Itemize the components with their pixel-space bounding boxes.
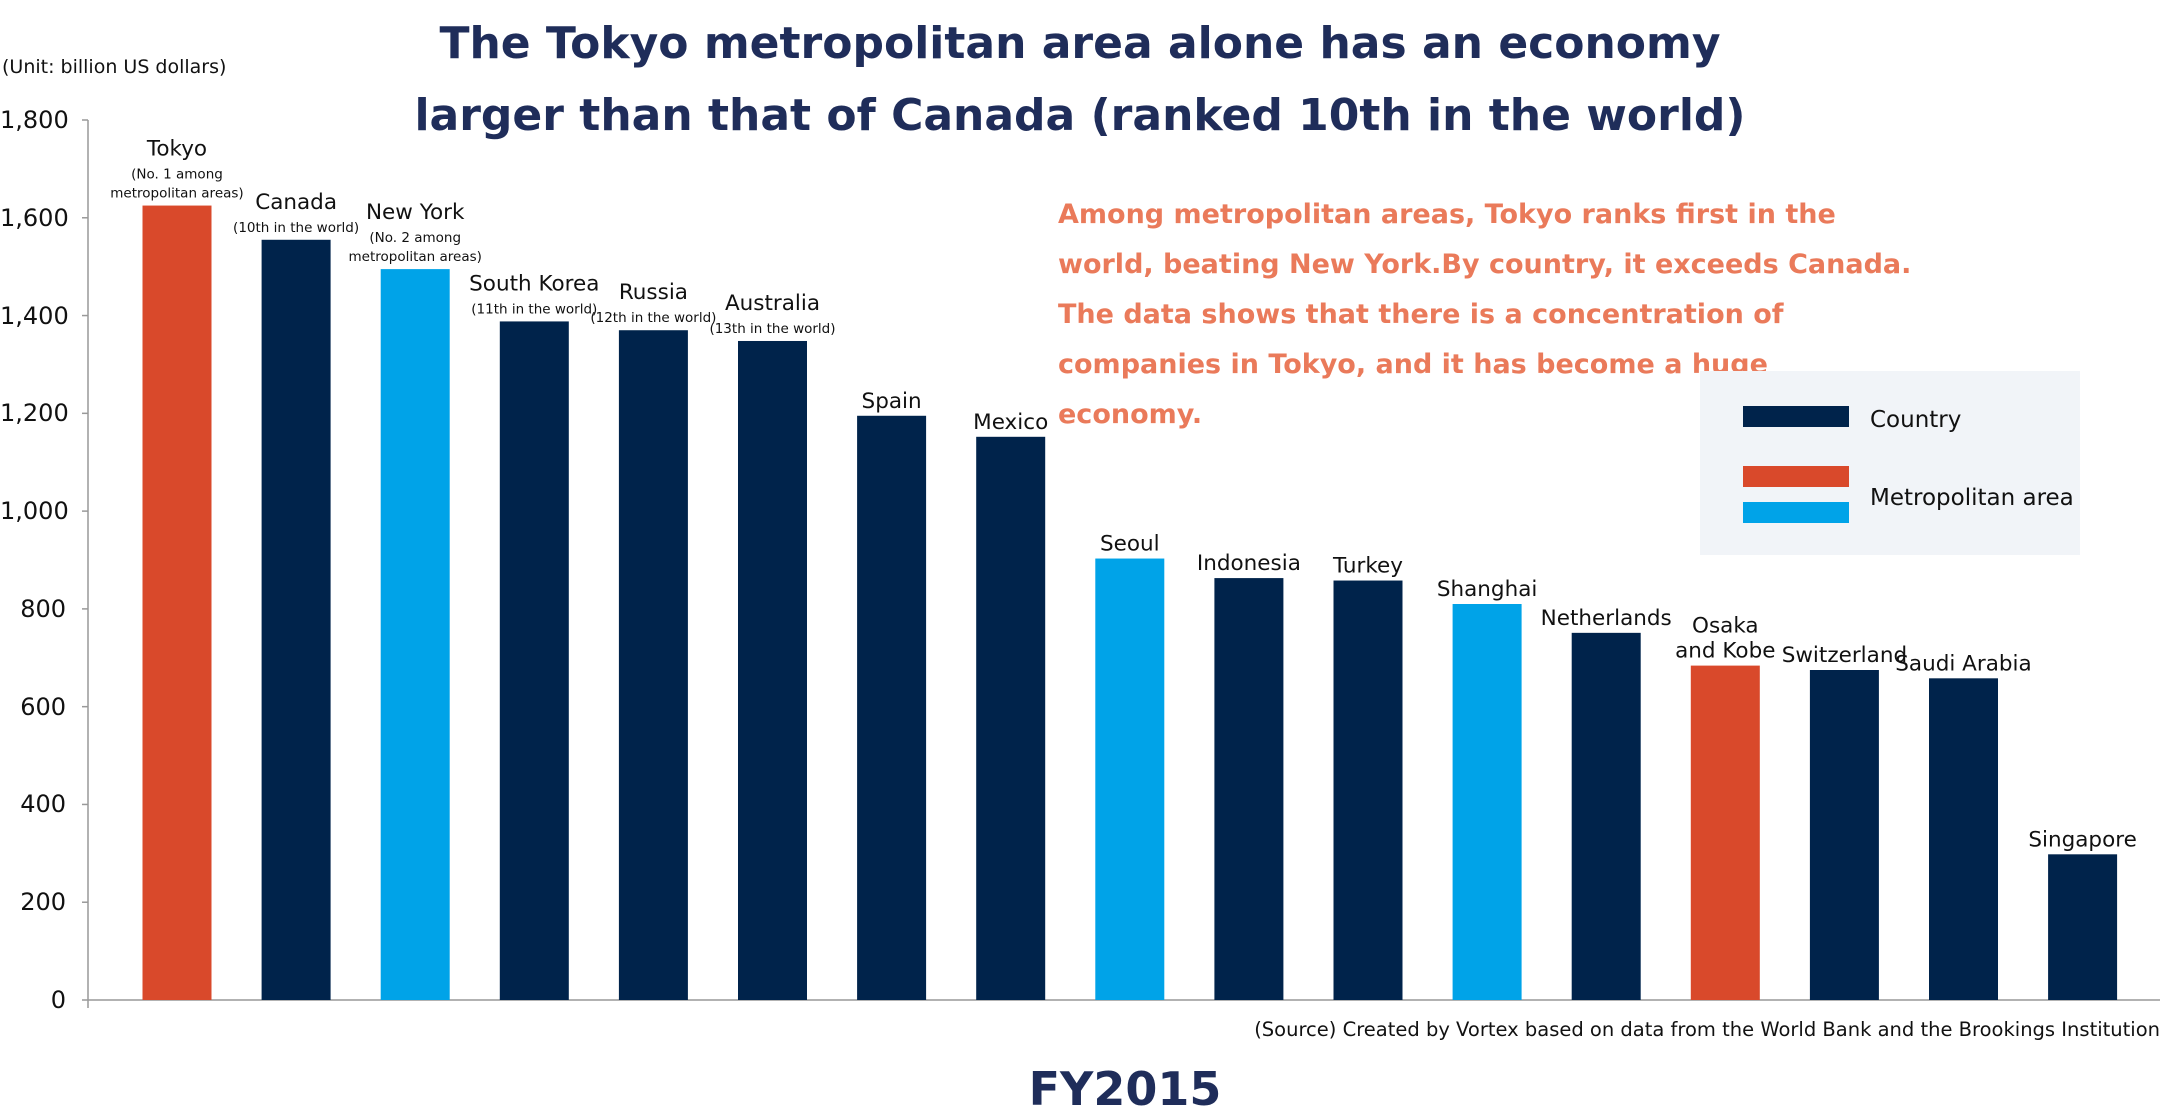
- bar-sublabel: (13th in the world): [709, 321, 835, 337]
- bar-sublabel: (12th in the world): [590, 310, 716, 326]
- bar: [1333, 580, 1403, 1000]
- bar: [1809, 670, 1879, 1000]
- bar-sublabel: metropolitan areas): [110, 186, 243, 202]
- bar-category-label: and Kobe: [1675, 639, 1775, 664]
- bar-category-label: Indonesia: [1197, 551, 1301, 576]
- bar: [1929, 678, 1998, 1000]
- bar: [1690, 665, 1760, 1000]
- bar-sublabel: metropolitan areas): [348, 249, 481, 265]
- y-tick-label: 1,600: [0, 203, 69, 232]
- bar-sublabel: (No. 2 among: [369, 230, 461, 246]
- bar-category-label: Canada: [255, 190, 337, 215]
- bar-sublabel: (10th in the world): [233, 220, 359, 236]
- legend-label-metro: Metropolitan area: [1870, 485, 2074, 511]
- bar-category-label: Shanghai: [1437, 577, 1538, 602]
- chart-title: The Tokyo metropolitan area alone has an…: [414, 18, 1746, 141]
- bar-category-label: New York: [366, 200, 465, 225]
- bar-sublabel: (11th in the world): [471, 301, 597, 317]
- bar-sublabel: (No. 1 among: [131, 167, 223, 183]
- fiscal-year-label: FY2015: [1028, 1062, 1222, 1116]
- bar: [2048, 854, 2118, 1000]
- y-tick-label: 800: [20, 594, 66, 623]
- unit-label: (Unit: billion US dollars): [2, 56, 227, 78]
- annotation-line: Among metropolitan areas, Tokyo ranks fi…: [1058, 199, 1912, 430]
- bar: [261, 239, 331, 1000]
- bar-category-label: Russia: [619, 280, 688, 305]
- bar: [618, 330, 688, 1000]
- y-tick-label: 1,400: [0, 301, 69, 330]
- bar-category-label: Seoul: [1100, 532, 1160, 557]
- bar: [738, 340, 807, 1000]
- bar-category-label: Tokyo: [146, 137, 207, 162]
- bar-category-label: Mexico: [973, 410, 1048, 435]
- bar: [1571, 632, 1641, 1000]
- legend-swatch-country: [1743, 406, 1849, 427]
- y-tick-label: 200: [20, 888, 66, 917]
- bar-category-label: South Korea: [469, 271, 599, 296]
- bar-category-label: Osaka: [1692, 614, 1759, 639]
- bar: [499, 321, 569, 1000]
- y-tick-label: 1,200: [0, 399, 69, 428]
- bar-category-label: Turkey: [1332, 554, 1403, 579]
- bar-category-label: Australia: [725, 291, 820, 316]
- legend-label-country: Country: [1870, 407, 1962, 433]
- annotation-text: Among metropolitan areas, Tokyo ranks fi…: [1058, 190, 1918, 440]
- bar: [857, 415, 927, 1000]
- bar-category-label: Singapore: [2028, 827, 2136, 852]
- source-note: (Source) Created by Vortex based on data…: [1254, 1018, 2160, 1041]
- y-tick-label: 1,000: [0, 497, 69, 526]
- bar-category-label: Netherlands: [1541, 606, 1672, 631]
- legend-swatch-metro-overseas: [1743, 502, 1849, 523]
- y-tick-label: 400: [20, 790, 66, 819]
- bar-category-label: Spain: [862, 389, 922, 414]
- y-tick-label: 0: [50, 986, 66, 1014]
- legend: Country Metropolitan area: [1700, 371, 2080, 555]
- legend-swatch-metro-tokyo: [1743, 466, 1849, 487]
- bar: [142, 205, 212, 1001]
- bar: [1214, 578, 1284, 1000]
- y-tick-label: 600: [20, 692, 66, 721]
- bar-category-label: Saudi Arabia: [1895, 651, 2031, 676]
- bar: [1452, 604, 1522, 1000]
- bar-category-label: Switzerland: [1782, 643, 1907, 668]
- y-tick-label: 1,800: [0, 106, 69, 134]
- bar: [976, 436, 1046, 1000]
- bar: [1095, 558, 1165, 1000]
- bar: [380, 269, 450, 1001]
